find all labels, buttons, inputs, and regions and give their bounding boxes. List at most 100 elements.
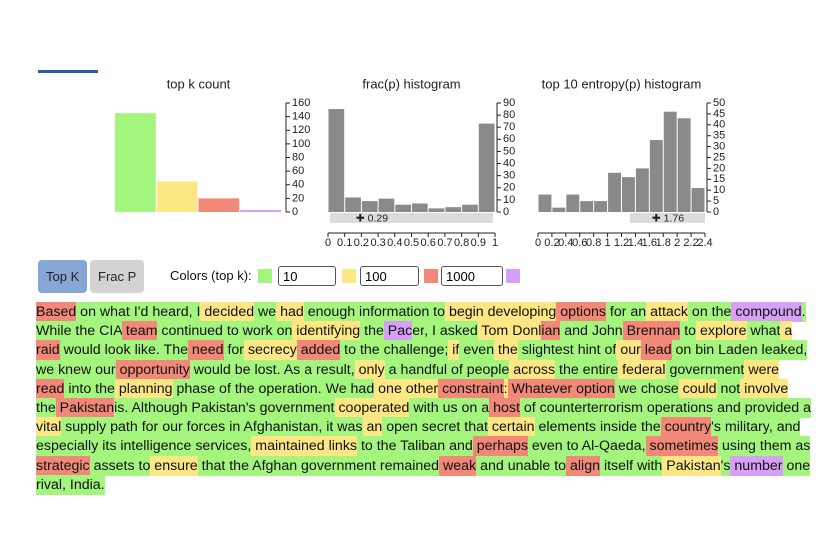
x-tick-label: 1.2 [614, 237, 629, 249]
token: work [238, 321, 273, 342]
token: read [36, 378, 65, 399]
token: to [562, 436, 579, 457]
slider [630, 213, 705, 223]
token: the [372, 436, 397, 457]
chart-title: top 10 entropy(p) histogram [542, 76, 702, 91]
token: align [566, 455, 600, 476]
token: added [296, 340, 341, 361]
token: phase [172, 378, 216, 399]
token: to [429, 302, 446, 322]
x-tick-label: 1 [605, 237, 611, 249]
slider-label: ✚ 0.29 [356, 212, 388, 224]
x-tick-label: 0.1 [337, 237, 352, 249]
histogram-bar [649, 140, 663, 212]
token: Tom [477, 321, 509, 342]
token: identifying [292, 321, 361, 342]
token: Pakistan [187, 398, 246, 419]
token: what [95, 302, 130, 322]
token: even [527, 436, 563, 457]
frac-p-button[interactable]: Frac P [90, 260, 145, 293]
y-tick-label: 60 [503, 133, 515, 145]
token: rival [36, 474, 63, 495]
token: Afghan [248, 455, 298, 476]
token: I [428, 321, 436, 342]
token: Whatever [507, 378, 573, 399]
token: opportunity [115, 359, 190, 380]
x-tick-label: 0.5 [404, 237, 419, 249]
token: , [424, 321, 429, 342]
token: were [744, 359, 780, 380]
y-tick-label: 15 [713, 173, 725, 185]
histogram-bar [345, 197, 361, 212]
token: Pac [383, 321, 413, 342]
token: we [614, 378, 637, 399]
swatch [506, 269, 520, 283]
token: of [447, 359, 463, 380]
token: supply [61, 417, 107, 438]
token: links [324, 436, 358, 457]
x-tick-label: 0.6 [421, 237, 436, 249]
y-tick-label: 10 [503, 194, 515, 206]
token: chose [636, 378, 679, 399]
token: , [641, 436, 646, 457]
x-tick-label: 1.4 [628, 237, 643, 249]
token: that [460, 417, 488, 438]
token: Based [36, 302, 77, 322]
threshold-input[interactable] [360, 266, 419, 286]
y-tick-label: 35 [713, 130, 725, 142]
histogram-bar [445, 207, 462, 212]
token: if [448, 340, 460, 361]
token: to [357, 436, 373, 457]
threshold-input[interactable] [278, 266, 336, 286]
top-k-button[interactable]: Top K [38, 260, 88, 293]
token: to [340, 340, 357, 361]
token: Brennan [622, 321, 681, 342]
token: using [718, 436, 756, 457]
token: : [503, 378, 508, 399]
bar [115, 113, 156, 212]
token: Pakistan [662, 455, 721, 476]
token: vital [36, 417, 62, 438]
token: government [255, 398, 335, 419]
y-tick-label: 80 [292, 151, 304, 163]
y-tick-label: 45 [713, 108, 725, 120]
token: even [459, 340, 495, 361]
token: we [36, 359, 55, 380]
token: not [716, 378, 741, 399]
token: it [322, 417, 334, 438]
token: on [272, 321, 293, 342]
histogram-bar [622, 177, 635, 212]
token: of [215, 378, 231, 399]
token: planning [114, 378, 173, 399]
token: handful [396, 359, 447, 380]
y-tick-label: 20 [713, 162, 725, 174]
token: the [36, 398, 56, 419]
token: the [707, 302, 732, 322]
token: elements [534, 417, 597, 438]
token: we [254, 302, 277, 322]
token: slightest [517, 340, 574, 361]
y-tick-label: 40 [713, 119, 725, 131]
token: . [276, 359, 281, 380]
token: option [572, 378, 615, 399]
bar [198, 198, 240, 212]
histogram-bar [580, 201, 594, 212]
token: weak [439, 455, 477, 476]
y-tick-label: 0 [713, 206, 719, 218]
y-tick-label: 100 [292, 138, 310, 150]
token: an [626, 302, 647, 322]
token: across [509, 359, 556, 380]
token: . [317, 378, 322, 399]
tab-indicator [38, 70, 98, 73]
token: Donl [508, 321, 542, 342]
token: assets [89, 455, 135, 476]
token: only [354, 359, 385, 380]
y-tick-label: 50 [503, 145, 515, 157]
token: intelligence [116, 436, 192, 457]
threshold-input[interactable] [441, 266, 503, 286]
x-tick-label: 0.2 [544, 237, 559, 249]
swatch [424, 269, 438, 283]
token: CIA [95, 321, 122, 342]
token: , [768, 417, 773, 438]
